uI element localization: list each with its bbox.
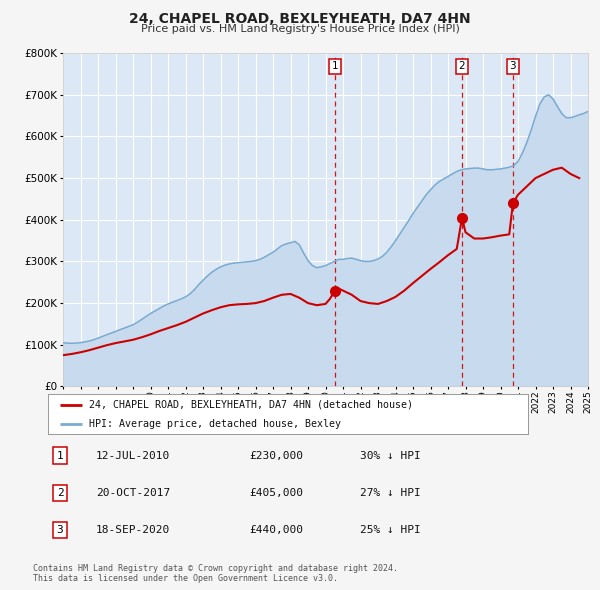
Text: 30% ↓ HPI: 30% ↓ HPI [360, 451, 421, 461]
Text: HPI: Average price, detached house, Bexley: HPI: Average price, detached house, Bexl… [89, 419, 341, 429]
Text: 3: 3 [56, 525, 64, 535]
Text: Contains HM Land Registry data © Crown copyright and database right 2024.
This d: Contains HM Land Registry data © Crown c… [33, 563, 398, 583]
Text: 12-JUL-2010: 12-JUL-2010 [96, 451, 170, 461]
Text: £440,000: £440,000 [250, 525, 304, 535]
Text: 25% ↓ HPI: 25% ↓ HPI [360, 525, 421, 535]
Text: 24, CHAPEL ROAD, BEXLEYHEATH, DA7 4HN: 24, CHAPEL ROAD, BEXLEYHEATH, DA7 4HN [129, 12, 471, 26]
Text: 27% ↓ HPI: 27% ↓ HPI [360, 488, 421, 498]
Text: £230,000: £230,000 [250, 451, 304, 461]
Text: Price paid vs. HM Land Registry's House Price Index (HPI): Price paid vs. HM Land Registry's House … [140, 25, 460, 34]
Text: £405,000: £405,000 [250, 488, 304, 498]
Text: 3: 3 [509, 61, 516, 71]
Text: 2: 2 [458, 61, 466, 71]
Text: 1: 1 [56, 451, 64, 461]
Text: 2: 2 [56, 488, 64, 498]
Text: 18-SEP-2020: 18-SEP-2020 [96, 525, 170, 535]
Text: 24, CHAPEL ROAD, BEXLEYHEATH, DA7 4HN (detached house): 24, CHAPEL ROAD, BEXLEYHEATH, DA7 4HN (d… [89, 400, 413, 410]
Text: 1: 1 [331, 61, 338, 71]
Text: 20-OCT-2017: 20-OCT-2017 [96, 488, 170, 498]
